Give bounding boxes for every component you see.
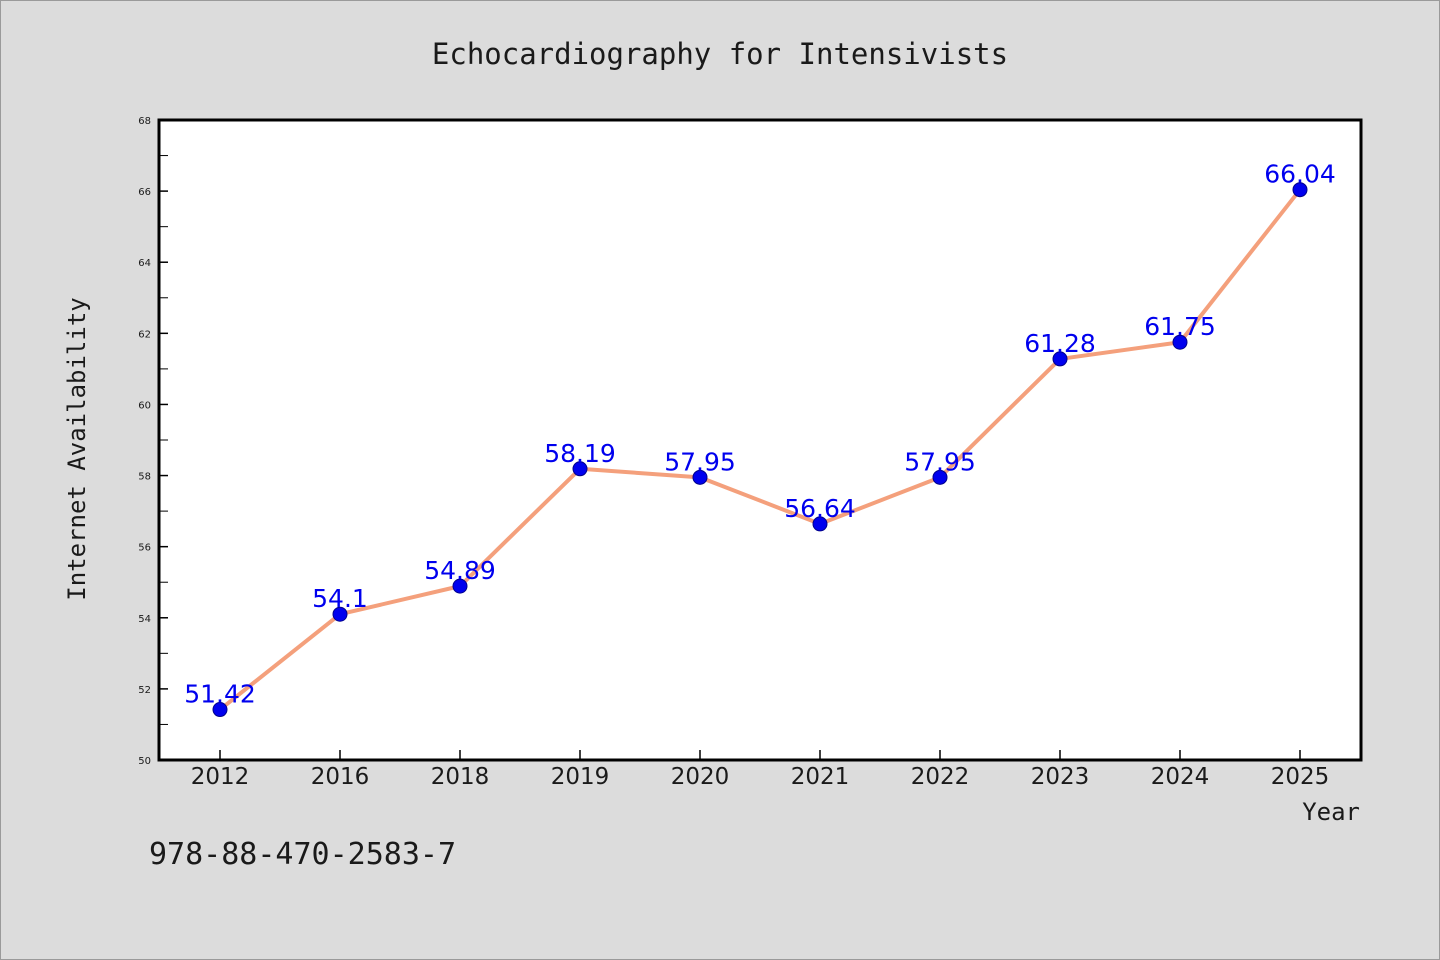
x-axis-title: Year — [1302, 798, 1360, 826]
x-axis: 2012 2016 2018 2019 2020 2021 2022 2023 2024 2025 — [191, 750, 1330, 790]
y-tick-label: 60 — [138, 400, 151, 411]
y-tick-label: 62 — [138, 329, 151, 340]
x-tick-label: 2020 — [671, 764, 730, 790]
y-axis-title: Internet Availability — [63, 297, 91, 600]
chart-title: Echocardiography for Intensivists — [432, 37, 1008, 71]
data-point — [812, 516, 828, 532]
x-tick-label: 2021 — [791, 764, 850, 790]
data-point — [212, 702, 228, 718]
data-point — [692, 469, 708, 485]
data-label: 66.04 — [1264, 160, 1336, 189]
y-tick-label: 68 — [138, 116, 151, 127]
data-point — [932, 469, 948, 485]
series-line — [218, 187, 1302, 712]
data-point — [1292, 182, 1308, 198]
data-label: 57.95 — [664, 447, 736, 476]
data-label: 57.95 — [904, 447, 976, 476]
x-tick-label: 2012 — [191, 764, 250, 790]
data-label: 61.75 — [1144, 312, 1216, 341]
y-tick-label: 56 — [138, 543, 151, 554]
plot-area — [159, 120, 1361, 760]
y-tick-label: 66 — [138, 187, 151, 198]
data-label: 58.19 — [544, 439, 616, 468]
x-tick-label: 2022 — [911, 764, 970, 790]
x-tick-label: 2024 — [1151, 764, 1210, 790]
y-tick-label: 58 — [138, 472, 151, 483]
plot-border — [157, 118, 1363, 762]
series-layer — [212, 182, 1308, 718]
data-point — [452, 578, 468, 594]
data-label: 54.1 — [312, 584, 368, 613]
y-tick-label: 54 — [138, 614, 151, 625]
data-label: 54.89 — [424, 556, 496, 585]
x-tick-label: 2018 — [431, 764, 490, 790]
data-label: 51.42 — [184, 680, 256, 709]
x-tick-label: 2019 — [551, 764, 610, 790]
y-tick-label: 52 — [138, 685, 151, 696]
data-point — [1172, 334, 1188, 350]
isbn-text: 978-88-470-2583-7 — [149, 837, 456, 872]
data-point — [1052, 351, 1068, 367]
data-point — [332, 606, 348, 622]
y-tick-label: 64 — [138, 258, 151, 269]
data-label: 61.28 — [1024, 329, 1096, 358]
x-tick-label: 2016 — [311, 764, 370, 790]
data-label-layer: 51.42 54.1 54.89 58.19 57.95 56.64 57.95 61.28 6… — [184, 160, 1336, 709]
data-label: 56.64 — [784, 494, 856, 523]
data-point — [572, 461, 588, 477]
x-tick-label: 2023 — [1031, 764, 1090, 790]
x-tick-label: 2025 — [1271, 764, 1330, 790]
y-tick-label: 50 — [138, 756, 151, 767]
